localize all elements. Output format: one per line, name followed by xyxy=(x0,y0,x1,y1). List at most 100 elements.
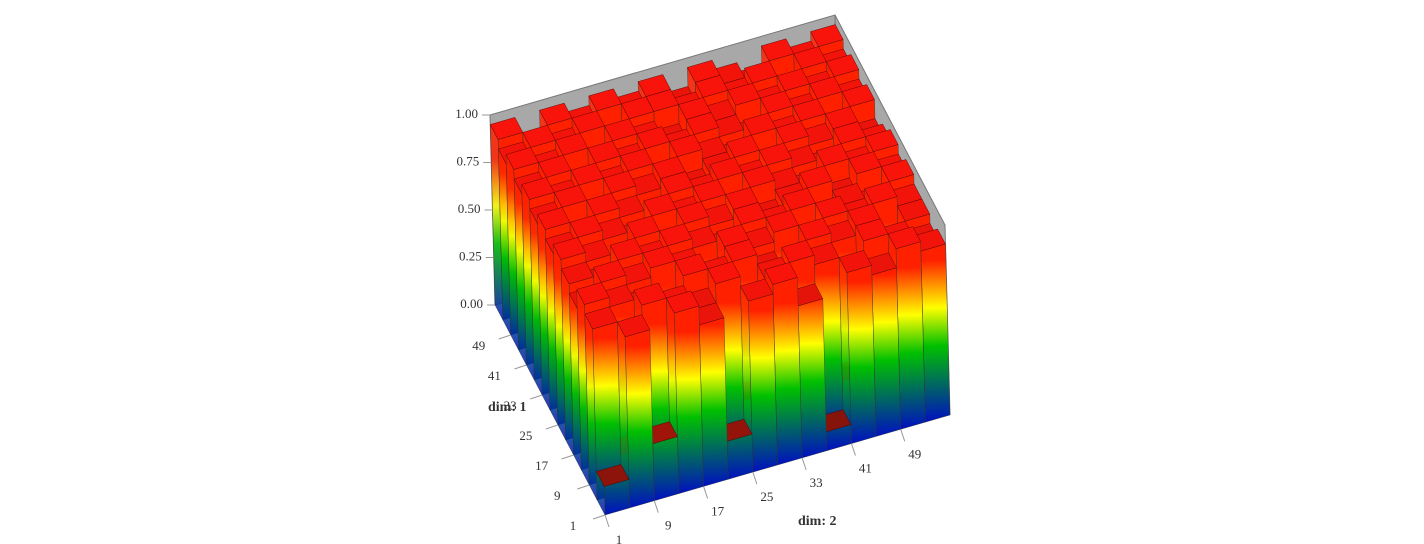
z-tick-label: 1.00 xyxy=(455,106,478,121)
column-top xyxy=(760,90,794,114)
column-top xyxy=(643,193,677,217)
column-top xyxy=(675,253,709,277)
x-axis-label: dim: 2 xyxy=(798,514,837,529)
column-top xyxy=(775,120,809,144)
z-tick-label: 0.00 xyxy=(460,296,483,311)
column-top xyxy=(587,140,621,164)
y-tick xyxy=(514,364,527,370)
column-top xyxy=(744,60,778,84)
column-top xyxy=(798,217,832,241)
column-face xyxy=(871,267,901,437)
x-tick-label: 17 xyxy=(711,503,725,518)
column-top xyxy=(761,38,795,62)
column-top xyxy=(881,159,915,182)
column-top xyxy=(887,226,921,250)
column-face xyxy=(699,317,729,487)
column-top xyxy=(855,218,889,242)
column-top xyxy=(593,259,627,283)
x-tick-label: 25 xyxy=(760,489,773,504)
x-tick-label: 41 xyxy=(859,461,872,476)
x-tick-label: 9 xyxy=(665,518,672,533)
column-top xyxy=(707,261,741,285)
column-top xyxy=(838,250,872,273)
z-tick-label: 0.25 xyxy=(459,248,482,263)
column-top xyxy=(733,202,767,225)
column-face xyxy=(846,265,877,444)
column-top xyxy=(848,151,882,175)
y-tick-label: 9 xyxy=(554,488,561,503)
column-top xyxy=(636,126,670,150)
column-top xyxy=(686,112,720,135)
y-tick xyxy=(545,424,559,430)
column-top xyxy=(642,245,676,269)
column-top xyxy=(709,157,743,180)
y-tick xyxy=(577,484,590,490)
y-tick-label: 17 xyxy=(535,458,549,473)
column-top xyxy=(897,198,931,222)
column-top xyxy=(758,142,792,166)
x-tick xyxy=(703,486,709,499)
columns xyxy=(490,24,951,516)
x-tick-label: 49 xyxy=(908,446,921,461)
y-tick xyxy=(529,394,543,400)
y-tick-label: 41 xyxy=(488,368,501,383)
y-tick xyxy=(498,334,511,340)
x-tick-label: 1 xyxy=(616,532,623,544)
column-top xyxy=(841,84,875,107)
column xyxy=(596,464,630,516)
z-tick-label: 0.50 xyxy=(458,201,481,216)
column-top xyxy=(560,261,594,285)
column-face xyxy=(652,436,680,501)
column-face xyxy=(797,298,828,459)
column-top xyxy=(621,96,655,120)
column xyxy=(838,250,877,444)
column-top xyxy=(596,464,630,487)
x-tick-label: 33 xyxy=(810,475,823,490)
column-top xyxy=(537,207,571,230)
column-top xyxy=(669,134,703,157)
x-tick xyxy=(604,514,610,528)
y-tick xyxy=(592,514,606,520)
column-top xyxy=(505,147,539,170)
x-tick xyxy=(752,471,758,485)
column-top xyxy=(793,46,827,70)
column-top xyxy=(522,124,556,148)
column-top xyxy=(743,112,777,136)
column-top xyxy=(764,262,798,285)
column-top xyxy=(539,102,573,126)
column xyxy=(584,306,623,501)
column-top xyxy=(815,195,849,219)
column-top xyxy=(538,154,572,178)
column-top xyxy=(610,237,644,261)
column-top xyxy=(570,162,604,186)
column-top xyxy=(553,184,587,208)
column-top xyxy=(569,214,603,238)
column-face xyxy=(748,293,778,473)
y-axis-label: dim: 1 xyxy=(488,400,527,415)
y-tick-label: 1 xyxy=(570,518,577,533)
column-top xyxy=(659,223,693,247)
column-top xyxy=(584,306,618,330)
column-top xyxy=(865,129,899,152)
column-top xyxy=(864,181,898,205)
column xyxy=(617,314,655,509)
column-top xyxy=(726,134,760,158)
column-top xyxy=(666,290,700,314)
column-top xyxy=(740,278,774,302)
column-face xyxy=(624,329,655,509)
y-tick xyxy=(561,454,574,460)
axes: dim: 1 dim: 2 1917253341491917253341490.… xyxy=(455,106,921,544)
x-tick xyxy=(801,457,807,471)
column-top xyxy=(826,54,860,77)
column-top xyxy=(776,68,810,92)
column-top xyxy=(620,148,654,172)
column-top xyxy=(571,110,605,134)
column-face xyxy=(772,277,803,466)
column-face xyxy=(726,433,754,480)
column-top xyxy=(521,177,555,200)
column-top xyxy=(588,88,622,112)
column-face xyxy=(920,243,951,423)
x-tick xyxy=(850,443,856,456)
